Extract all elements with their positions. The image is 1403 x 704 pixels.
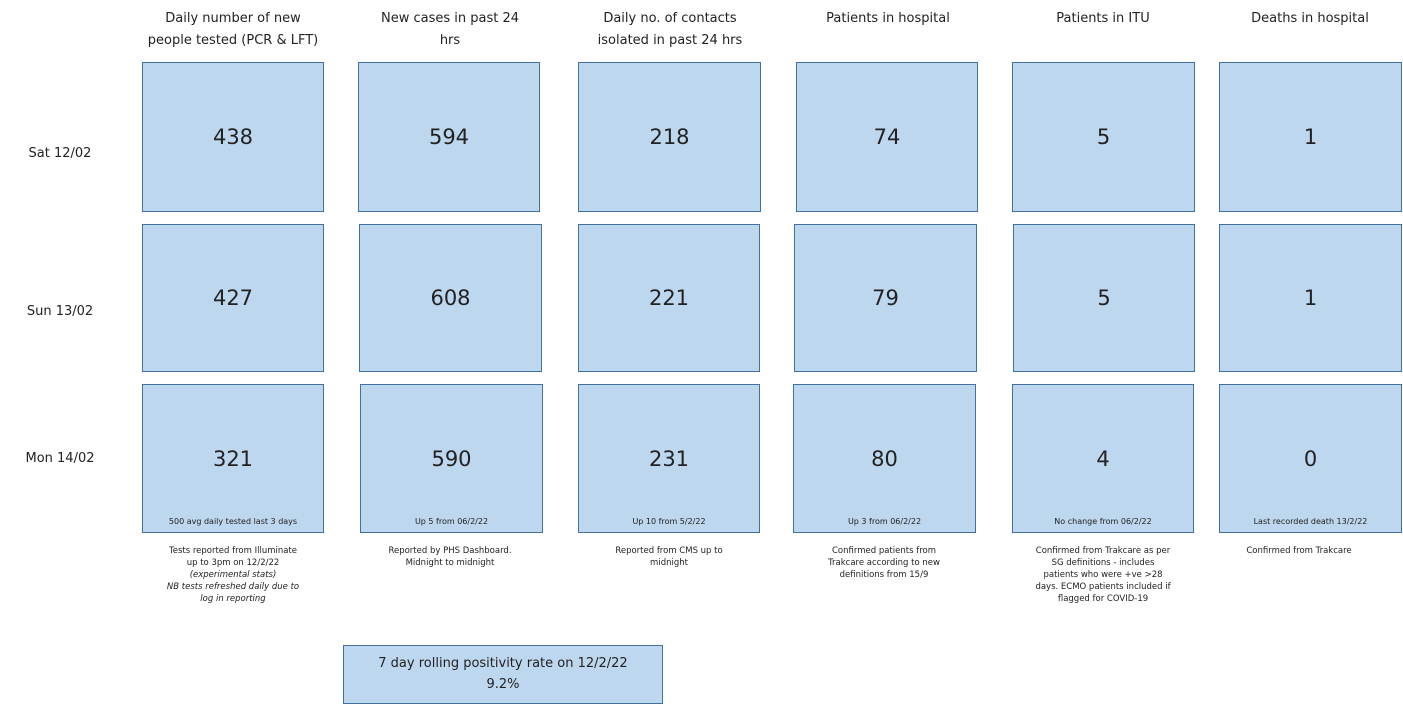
value-deaths: 1 bbox=[1303, 125, 1318, 149]
cell-hospital-mon: 80 Up 3 from 06/2/22 bbox=[793, 384, 976, 533]
value-itu: 5 bbox=[1096, 125, 1111, 149]
value-new-cases: 608 bbox=[430, 286, 471, 310]
cell-itu-sat: 5 bbox=[1012, 62, 1195, 212]
value-contacts: 221 bbox=[648, 286, 690, 310]
cell-deaths-mon: 0 Last recorded death 13/2/22 bbox=[1219, 384, 1402, 533]
value-deaths: 0 bbox=[1303, 446, 1318, 471]
row-label-sat: Sat 12/02 bbox=[28, 146, 92, 161]
value-itu: 4 bbox=[1096, 446, 1110, 471]
cell-contacts-sat: 218 bbox=[578, 62, 761, 212]
cell-new-cases-mon: 590 Up 5 from 06/2/22 bbox=[360, 384, 543, 533]
cell-contacts-sun: 221 bbox=[578, 224, 760, 372]
note-new-cases: Up 5 from 06/2/22 bbox=[414, 517, 489, 526]
cell-itu-sun: 5 bbox=[1013, 224, 1195, 372]
positivity-rate-box: 7 day rolling positivity rate on 12/2/22… bbox=[343, 645, 663, 704]
footnote-itu: Confirmed from Trakcare as per SG defini… bbox=[1035, 546, 1171, 604]
column-header-itu: Patients in ITU bbox=[1056, 11, 1150, 26]
positivity-rate-value: 9.2% bbox=[486, 677, 520, 692]
column-header-new-cases: New cases in past 24 hrs bbox=[380, 11, 520, 48]
value-hospital: 80 bbox=[871, 446, 898, 471]
note-itu: No change from 06/2/22 bbox=[1054, 517, 1152, 526]
cell-tested-sat: 438 bbox=[142, 62, 324, 212]
note-hospital: Up 3 from 06/2/22 bbox=[847, 517, 922, 526]
positivity-rate-label: 7 day rolling positivity rate on 12/2/22 bbox=[378, 656, 628, 671]
cell-deaths-sat: 1 bbox=[1219, 62, 1402, 212]
cell-hospital-sat: 74 bbox=[796, 62, 978, 212]
column-header-hospital: Patients in hospital bbox=[826, 11, 950, 26]
cell-deaths-sun: 1 bbox=[1219, 224, 1402, 372]
cell-contacts-mon: 231 Up 10 from 5/2/22 bbox=[578, 384, 760, 533]
cell-tested-sun: 427 bbox=[142, 224, 324, 372]
column-header-deaths: Deaths in hospital bbox=[1251, 11, 1369, 26]
note-deaths: Last recorded death 13/2/22 bbox=[1253, 517, 1368, 526]
row-label-sun: Sun 13/02 bbox=[26, 304, 94, 319]
footnote-tested: Tests reported from Illuminate up to 3pm… bbox=[166, 546, 300, 604]
cell-hospital-sun: 79 bbox=[794, 224, 977, 372]
value-new-cases: 594 bbox=[428, 125, 470, 149]
footnote-hospital: Confirmed patients from Trakcare accordi… bbox=[828, 546, 940, 580]
cell-itu-mon: 4 No change from 06/2/22 bbox=[1012, 384, 1194, 533]
footnote-new-cases: Reported by PHS Dashboard. Midnight to m… bbox=[388, 546, 512, 568]
cell-tested-mon: 321 500 avg daily tested last 3 days bbox=[142, 384, 324, 533]
value-tested: 321 bbox=[212, 446, 254, 471]
row-label-mon: Mon 14/02 bbox=[25, 451, 95, 466]
value-tested: 438 bbox=[212, 125, 254, 149]
footnote-contacts: Reported from CMS up to midnight bbox=[615, 546, 723, 568]
cell-new-cases-sun: 608 bbox=[359, 224, 542, 372]
footnote-deaths: Confirmed from Trakcare bbox=[1246, 546, 1352, 556]
value-contacts: 218 bbox=[649, 125, 690, 149]
note-tested: 500 avg daily tested last 3 days bbox=[168, 517, 298, 526]
column-header-tested: Daily number of new people tested (PCR &… bbox=[147, 11, 319, 48]
cell-new-cases-sat: 594 bbox=[358, 62, 540, 212]
value-new-cases: 590 bbox=[431, 446, 472, 471]
column-header-contacts: Daily no. of contacts isolated in past 2… bbox=[597, 11, 743, 48]
value-hospital: 79 bbox=[872, 286, 899, 310]
value-contacts: 231 bbox=[648, 446, 690, 471]
value-deaths: 1 bbox=[1303, 286, 1318, 310]
value-itu: 5 bbox=[1097, 286, 1111, 310]
value-tested: 427 bbox=[212, 286, 254, 310]
value-hospital: 74 bbox=[873, 125, 901, 149]
note-contacts: Up 10 from 5/2/22 bbox=[632, 517, 706, 526]
